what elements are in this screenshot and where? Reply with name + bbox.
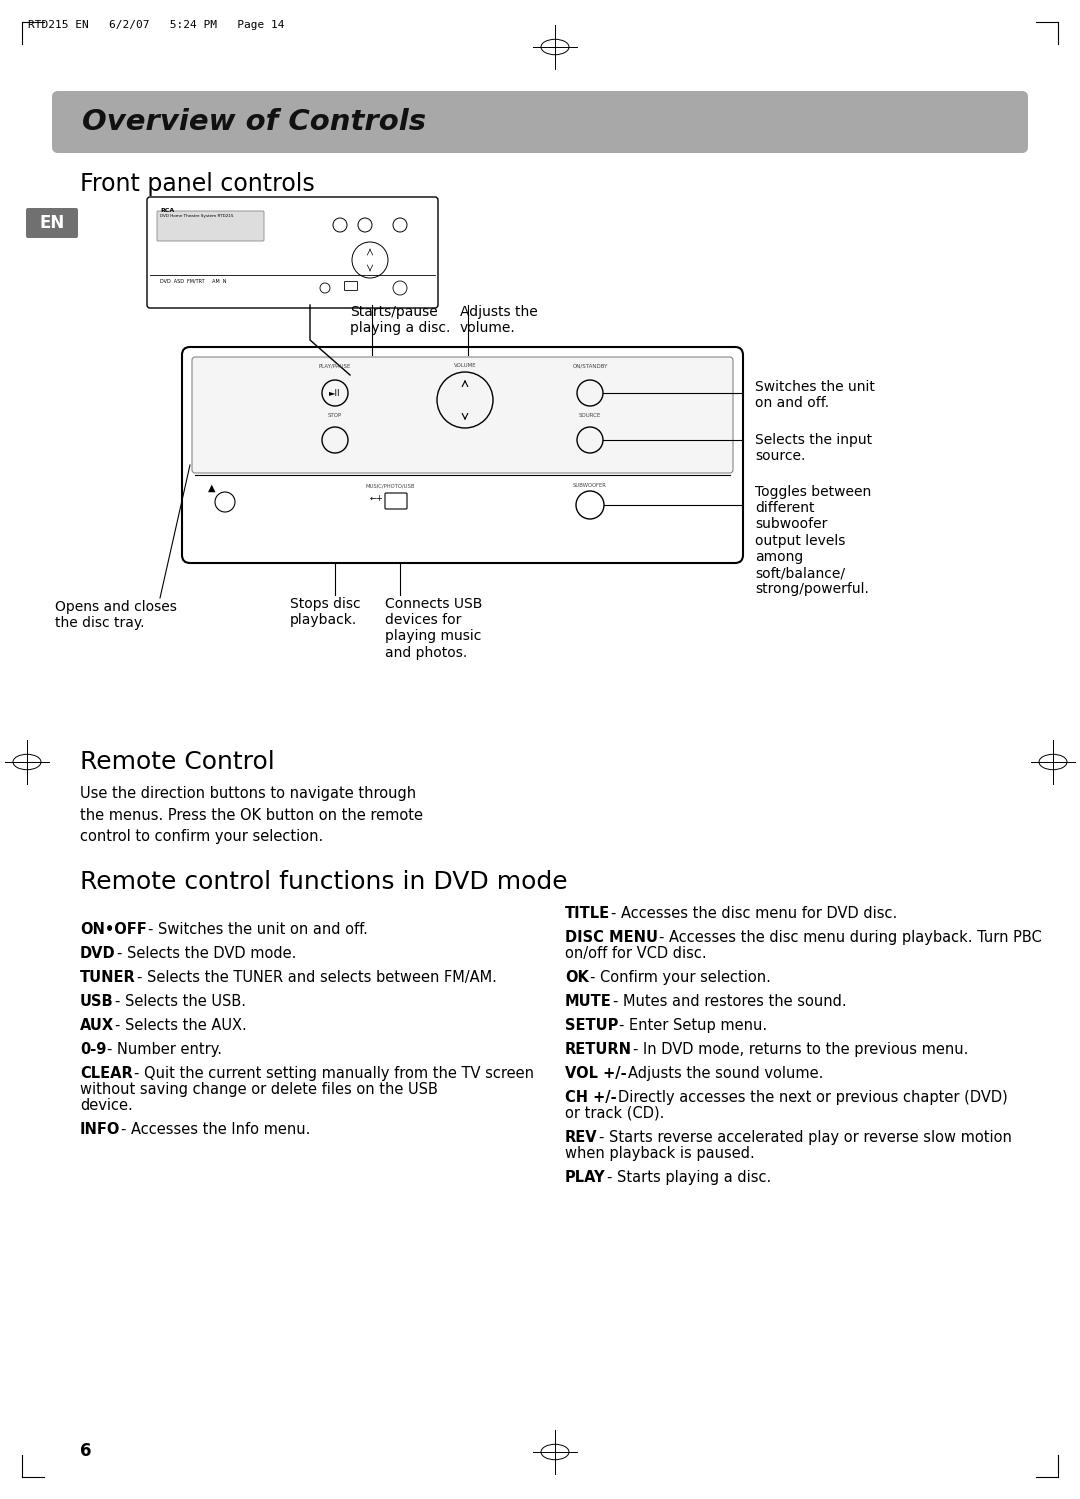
- Text: PLAY/PAUSE: PLAY/PAUSE: [319, 363, 351, 367]
- Text: CLEAR: CLEAR: [80, 1066, 133, 1081]
- Text: Switches the unit
on and off.: Switches the unit on and off.: [755, 381, 875, 411]
- Text: USB: USB: [80, 994, 113, 1009]
- Text: or track (CD).: or track (CD).: [565, 1106, 664, 1121]
- Text: - Enter Setup menu.: - Enter Setup menu.: [619, 1018, 768, 1033]
- Text: ON•OFF: ON•OFF: [80, 922, 147, 937]
- Text: VOL +/-: VOL +/-: [565, 1066, 626, 1081]
- Text: Overview of Controls: Overview of Controls: [82, 108, 427, 136]
- Text: RTD215 EN   6/2/07   5:24 PM   Page 14: RTD215 EN 6/2/07 5:24 PM Page 14: [28, 19, 284, 30]
- Text: RETURN: RETURN: [565, 1042, 632, 1057]
- Text: - Selects the AUX.: - Selects the AUX.: [116, 1018, 247, 1033]
- Text: VOLUME: VOLUME: [454, 363, 476, 367]
- Text: PLAY: PLAY: [565, 1171, 606, 1186]
- Text: ▲: ▲: [208, 483, 216, 493]
- Text: 6: 6: [80, 1442, 92, 1460]
- Text: without saving change or delete files on the USB: without saving change or delete files on…: [80, 1082, 437, 1097]
- Text: RCA: RCA: [160, 208, 174, 213]
- Text: AUX: AUX: [80, 1018, 114, 1033]
- Text: - Quit the current setting manually from the TV screen: - Quit the current setting manually from…: [134, 1066, 534, 1081]
- FancyBboxPatch shape: [183, 346, 743, 564]
- Text: - Confirm your selection.: - Confirm your selection.: [590, 970, 771, 985]
- Text: Starts/pause
playing a disc.: Starts/pause playing a disc.: [350, 304, 450, 336]
- Text: - In DVD mode, returns to the previous menu.: - In DVD mode, returns to the previous m…: [633, 1042, 969, 1057]
- Text: - Selects the USB.: - Selects the USB.: [114, 994, 245, 1009]
- FancyBboxPatch shape: [157, 211, 264, 241]
- Text: - Accesses the disc menu during playback. Turn PBC: - Accesses the disc menu during playback…: [659, 929, 1042, 944]
- Text: DISC MENU: DISC MENU: [565, 929, 658, 944]
- Text: TITLE: TITLE: [565, 905, 610, 920]
- Text: Directly accesses the next or previous chapter (DVD): Directly accesses the next or previous c…: [618, 1090, 1008, 1105]
- FancyBboxPatch shape: [52, 91, 1028, 153]
- Text: DVD Home Theatre System RTD215: DVD Home Theatre System RTD215: [160, 214, 233, 217]
- Text: ►II: ►II: [329, 388, 341, 397]
- Text: - Mutes and restores the sound.: - Mutes and restores the sound.: [612, 994, 847, 1009]
- Text: - Starts reverse accelerated play or reverse slow motion: - Starts reverse accelerated play or rev…: [598, 1130, 1012, 1145]
- Text: Selects the input
source.: Selects the input source.: [755, 433, 873, 463]
- Text: - Starts playing a disc.: - Starts playing a disc.: [607, 1171, 771, 1186]
- Text: device.: device.: [80, 1097, 133, 1112]
- Text: Stops disc
playback.: Stops disc playback.: [291, 597, 361, 627]
- Text: - Selects the TUNER and selects between FM/AM.: - Selects the TUNER and selects between …: [137, 970, 497, 985]
- Text: Adjusts the
volume.: Adjusts the volume.: [460, 304, 538, 336]
- Text: SETUP: SETUP: [565, 1018, 619, 1033]
- Text: SOURCE: SOURCE: [579, 414, 602, 418]
- FancyBboxPatch shape: [147, 196, 438, 307]
- Text: when playback is paused.: when playback is paused.: [565, 1147, 755, 1162]
- Text: TUNER: TUNER: [80, 970, 136, 985]
- Text: 0-9: 0-9: [80, 1042, 106, 1057]
- Text: Remote control functions in DVD mode: Remote control functions in DVD mode: [80, 869, 568, 893]
- Text: Opens and closes
the disc tray.: Opens and closes the disc tray.: [55, 600, 177, 630]
- Text: MUSIC/PHOTO/USB: MUSIC/PHOTO/USB: [365, 483, 415, 489]
- Text: CH +/-: CH +/-: [565, 1090, 617, 1105]
- Text: Toggles between
different
subwoofer
output levels
among
soft/balance/
strong/pow: Toggles between different subwoofer outp…: [755, 486, 872, 597]
- Text: SUBWOOFER: SUBWOOFER: [573, 483, 607, 489]
- Text: - Accesses the Info menu.: - Accesses the Info menu.: [121, 1121, 311, 1138]
- Text: MUTE: MUTE: [565, 994, 611, 1009]
- Text: Connects USB
devices for
playing music
and photos.: Connects USB devices for playing music a…: [384, 597, 483, 660]
- Text: Remote Control: Remote Control: [80, 750, 274, 773]
- Text: DVD  ASD  FM/TRT     AM  N: DVD ASD FM/TRT AM N: [160, 277, 227, 283]
- Text: STOP: STOP: [328, 414, 342, 418]
- Text: - Accesses the disc menu for DVD disc.: - Accesses the disc menu for DVD disc.: [611, 905, 897, 920]
- Text: REV: REV: [565, 1130, 597, 1145]
- Text: Adjusts the sound volume.: Adjusts the sound volume.: [627, 1066, 823, 1081]
- FancyBboxPatch shape: [26, 208, 78, 238]
- FancyBboxPatch shape: [345, 282, 357, 291]
- Text: on/off for VCD disc.: on/off for VCD disc.: [565, 946, 706, 961]
- Text: - Number entry.: - Number entry.: [107, 1042, 222, 1057]
- FancyBboxPatch shape: [192, 357, 733, 474]
- Text: INFO: INFO: [80, 1121, 120, 1138]
- Text: Use the direction buttons to navigate through
the menus. Press the OK button on : Use the direction buttons to navigate th…: [80, 785, 423, 844]
- Text: - Selects the DVD mode.: - Selects the DVD mode.: [117, 946, 296, 961]
- Text: Front panel controls: Front panel controls: [80, 172, 314, 196]
- Text: ←+: ←+: [370, 495, 383, 504]
- Text: OK: OK: [565, 970, 589, 985]
- Text: EN: EN: [39, 214, 65, 232]
- FancyBboxPatch shape: [384, 493, 407, 510]
- Text: ON/STANDBY: ON/STANDBY: [572, 363, 608, 367]
- Text: DVD: DVD: [80, 946, 116, 961]
- Text: - Switches the unit on and off.: - Switches the unit on and off.: [148, 922, 367, 937]
